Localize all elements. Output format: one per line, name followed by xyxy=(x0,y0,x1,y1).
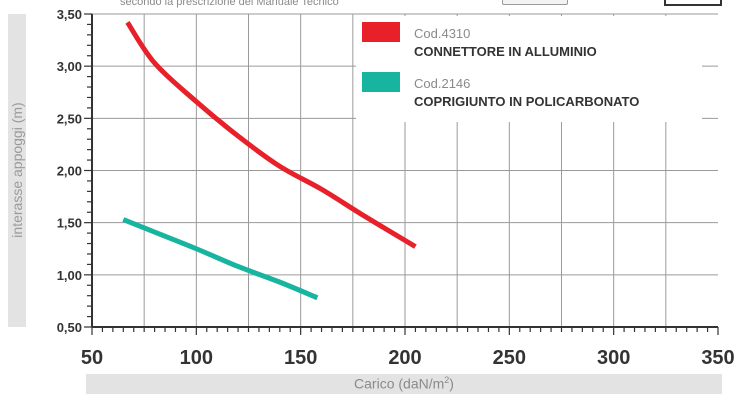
y-tick-label: 0,50 xyxy=(57,320,82,335)
legend-swatch-2 xyxy=(362,72,400,92)
legend-box xyxy=(356,16,702,122)
chart-subtitle: secondo la prescrizione del Manuale Tecn… xyxy=(120,0,339,8)
series-line-1 xyxy=(125,20,417,249)
y-tick-label: 2,00 xyxy=(57,164,82,179)
legend-swatch-1 xyxy=(362,22,400,42)
y-tick-label: 2,50 xyxy=(57,111,82,126)
x-axis-label: Carico (daN/m2) xyxy=(354,375,454,392)
legend-code-1: Cod.4310 xyxy=(414,26,470,41)
x-tick-label: 50 xyxy=(81,347,103,369)
x-axis-label-band: Carico (daN/m2) xyxy=(86,374,722,394)
y-tick-label: 1,00 xyxy=(57,268,82,283)
top-tab-box xyxy=(502,0,568,5)
top-tab-box-dark xyxy=(664,0,722,6)
x-tick-label: 300 xyxy=(597,347,630,369)
y-tick-label: 3,00 xyxy=(57,59,82,74)
y-axis-label-band xyxy=(8,14,26,327)
legend-name-2: COPRIGIUNTO IN POLICARBONATO xyxy=(414,94,639,109)
x-tick-label: 350 xyxy=(701,347,734,369)
legend-code-2: Cod.2146 xyxy=(414,76,470,91)
series-line-2 xyxy=(122,217,319,301)
y-tick-label: 1,50 xyxy=(57,216,82,231)
legend-name-1: CONNETTORE IN ALLUMINIO xyxy=(414,44,597,59)
x-tick-label: 250 xyxy=(493,347,526,369)
x-tick-label: 150 xyxy=(284,347,317,369)
y-tick-label: 3,50 xyxy=(57,7,82,22)
x-tick-label: 100 xyxy=(180,347,213,369)
x-tick-label: 200 xyxy=(388,347,421,369)
